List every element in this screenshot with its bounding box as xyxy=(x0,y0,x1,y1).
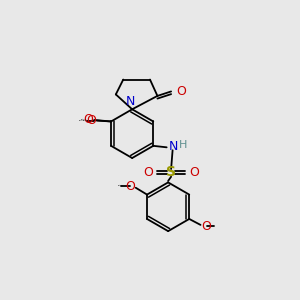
Text: O: O xyxy=(86,114,96,127)
Text: S: S xyxy=(166,165,176,179)
Text: methoxy: methoxy xyxy=(79,119,85,121)
Text: methyl2: methyl2 xyxy=(118,185,123,186)
Text: H: H xyxy=(178,140,187,150)
Text: methoxy: methoxy xyxy=(81,119,88,120)
Text: methyl: methyl xyxy=(83,119,88,121)
Text: O: O xyxy=(125,180,135,193)
Text: O: O xyxy=(83,113,93,127)
Text: O: O xyxy=(189,166,199,179)
Text: O: O xyxy=(143,166,153,179)
Text: N: N xyxy=(169,140,178,153)
Text: O: O xyxy=(201,220,211,233)
Text: O: O xyxy=(176,85,186,98)
Text: N: N xyxy=(126,95,135,108)
